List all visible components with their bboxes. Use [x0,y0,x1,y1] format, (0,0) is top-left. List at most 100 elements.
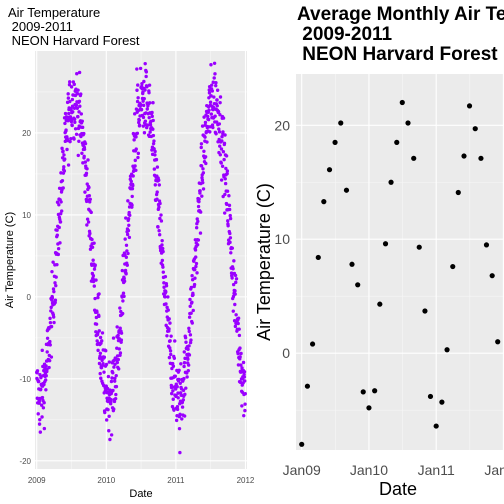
right-y-tick-label: 10 [274,231,290,247]
daily-temperature-point [177,377,181,382]
daily-temperature-point [207,108,211,112]
daily-temperature-point [226,224,230,228]
daily-temperature-point [228,213,232,218]
daily-temperature-point [221,150,226,154]
daily-temperature-point [137,118,141,122]
daily-temperature-point [168,339,172,343]
daily-temperature-point [188,340,193,345]
daily-temperature-point [130,187,135,191]
daily-temperature-point [53,281,57,285]
daily-temperature-point [56,252,60,257]
daily-temperature-point [58,241,62,245]
daily-temperature-point [227,207,232,212]
daily-temperature-point [112,407,116,411]
daily-temperature-point [69,85,74,89]
daily-temperature-point [223,181,228,186]
daily-temperature-point [228,231,232,236]
daily-temperature-point [172,408,176,412]
daily-temperature-point [40,415,44,419]
daily-temperature-point [134,147,138,151]
monthly-temperature-point [472,126,478,132]
daily-temperature-point [84,171,89,175]
daily-temperature-point [115,325,119,329]
daily-temperature-point [70,123,74,128]
daily-temperature-point [193,276,197,280]
daily-temperature-point [39,403,44,407]
daily-temperature-point [197,197,201,201]
daily-temperature-point [126,217,131,221]
daily-temperature-point [233,302,237,307]
daily-temperature-point [63,111,68,116]
daily-temperature-point [148,130,152,134]
daily-temperature-point [184,340,188,344]
daily-temperature-point [242,413,246,418]
daily-temperature-point [82,131,86,136]
daily-temperature-point [186,347,190,351]
daily-temperature-point [67,83,72,87]
daily-temperature-point [180,405,185,409]
monthly-temperature-point [326,167,333,173]
right-y-tick-labels: 0 10 20 [274,117,290,361]
left-chart-title-line-3: NEON Harvard Forest [8,33,140,48]
daily-temperature-point [50,269,54,274]
left-y-tick-label: -10 [19,375,31,384]
daily-temperature-point [212,76,216,80]
daily-temperature-point [176,396,180,400]
daily-temperature-point [47,358,52,363]
daily-temperature-point [40,348,44,353]
daily-temperature-point [190,321,194,325]
daily-temperature-point [92,267,97,271]
daily-temperature-point [72,82,76,87]
daily-temperature-point [135,88,139,92]
daily-temperature-point [175,405,180,409]
daily-temperature-point [198,231,203,235]
daily-temperature-point [62,165,66,169]
daily-temperature-point [142,96,146,101]
daily-temperature-point [194,264,198,269]
daily-temperature-point [97,314,101,319]
daily-temperature-point [57,225,61,230]
daily-temperature-point [162,285,166,289]
daily-temperature-point [95,310,99,314]
daily-temperature-point [124,272,128,276]
daily-temperature-point [98,351,103,355]
daily-temperature-point [141,103,146,108]
daily-temperature-point [135,67,139,71]
daily-temperature-point [215,104,219,108]
monthly-temperature-point [427,393,434,400]
daily-temperature-point [183,392,187,397]
daily-temperature-point [151,141,156,146]
daily-temperature-point [49,355,54,359]
daily-temperature-point [227,193,231,198]
right-chart-title-line-3: NEON Harvard Forest [297,44,498,65]
daily-temperature-point [237,333,242,338]
daily-temperature-point [77,139,81,144]
daily-temperature-point [210,83,214,87]
daily-temperature-point [168,321,172,325]
daily-temperature-point [208,100,213,104]
right-y-axis-label: Air Temperature (C) [254,183,274,341]
left-y-tick-label: 20 [22,129,31,138]
daily-temperature-point [49,309,53,313]
daily-temperature-point [178,450,182,455]
daily-temperature-point [179,362,183,366]
daily-temperature-point [188,333,193,337]
daily-temperature-point [112,365,116,369]
daily-temperature-point [57,186,62,190]
daily-temperature-point [225,202,229,207]
daily-temperature-point [241,360,246,365]
daily-temperature-point [156,225,160,229]
daily-temperature-point [214,81,218,85]
left-x-tick-labels: 2009 2010 2011 2012 [28,476,255,485]
monthly-temperature-point [377,301,383,307]
daily-temperature-point [109,398,113,402]
daily-temperature-point [56,246,61,251]
daily-temperature-point [205,140,209,144]
monthly-temperature-point [321,199,327,205]
daily-temperature-point [164,302,168,306]
daily-temperature-point [121,299,125,303]
daily-temperature-point [228,216,233,221]
daily-temperature-point [133,112,137,116]
daily-temperature-point [140,81,144,86]
daily-temperature-point [217,127,221,131]
